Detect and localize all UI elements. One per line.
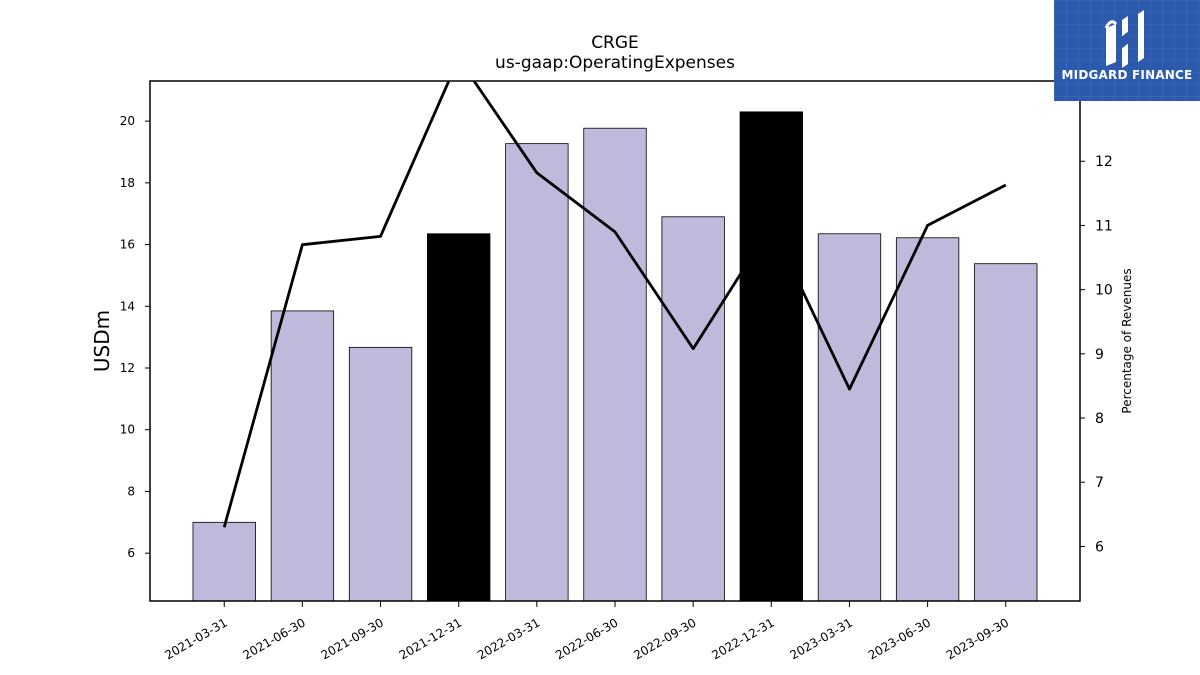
bar-2021-06-30 [270, 310, 335, 602]
y-tick-label-right: 7 [1095, 475, 1104, 491]
y-tick-label-left: 12 [120, 361, 135, 375]
bar-2022-12-31 [739, 111, 803, 602]
y-tick-label-right: 12 [1095, 154, 1113, 170]
x-tick-label: 2023-06-30 [866, 615, 933, 662]
x-tick-label: 2022-09-30 [631, 615, 698, 662]
bar-2023-06-30 [895, 237, 960, 602]
bar-2021-03-31 [192, 521, 256, 602]
y-tick-label-left: 16 [120, 238, 135, 252]
x-tick-label: 2022-06-30 [553, 615, 620, 662]
bar-2023-09-30 [974, 263, 1038, 602]
bar-2022-03-31 [505, 143, 569, 602]
brand-logo-text: MIDGARD FINANCE [1061, 68, 1193, 82]
chart-title: CRGE [591, 33, 639, 53]
y-tick-label-left: 10 [120, 423, 135, 437]
bar-2021-12-31 [427, 233, 491, 602]
bar-2022-06-30 [583, 127, 647, 602]
brand-logo: MIDGARD FINANCE [1054, 0, 1200, 101]
line-layer [222, 81, 1007, 528]
y-tick-label-left: 6 [127, 546, 135, 560]
x-tick-label: 2021-09-30 [319, 615, 386, 662]
y-tick-label-left: 20 [120, 114, 135, 128]
x-tick-label: 2021-12-31 [397, 615, 464, 662]
bar-2022-09-30 [661, 216, 725, 602]
y-tick-label-right: 8 [1095, 411, 1104, 427]
x-tick-label: 2021-03-31 [162, 615, 229, 662]
y-tick-label-right: 6 [1095, 539, 1104, 555]
percentage-line [222, 81, 1007, 528]
y-tick-label-right: 9 [1095, 347, 1104, 363]
y-tick-label-left: 18 [120, 176, 135, 190]
y-axis-label-left: USDm [90, 310, 114, 372]
y-axis-label-right: Percentage of Revenues [1120, 268, 1134, 413]
x-tick-label: 2022-03-31 [475, 615, 542, 662]
bar-2021-09-30 [348, 346, 413, 602]
bar-2023-03-31 [817, 233, 882, 602]
midgard-logo-icon [1104, 10, 1144, 68]
bars-layer [192, 111, 1038, 602]
chart-subtitle: us-gaap:OperatingExpenses [495, 53, 735, 73]
y-tick-label-left: 14 [120, 299, 135, 313]
y-tick-label-right: 11 [1095, 218, 1113, 234]
x-tick-label: 2022-12-31 [709, 615, 776, 662]
x-tick-label: 2023-09-30 [944, 615, 1011, 662]
x-tick-label: 2023-03-31 [788, 615, 855, 662]
y-tick-label-left: 8 [127, 484, 135, 498]
y-tick-label-right: 10 [1095, 283, 1113, 299]
x-tick-label: 2021-06-30 [240, 615, 307, 662]
